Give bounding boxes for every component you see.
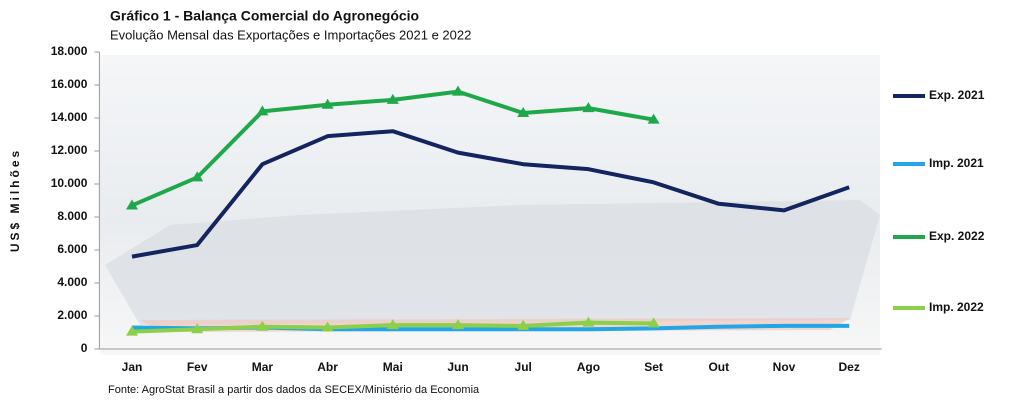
- x-tick-label: Jun: [447, 360, 468, 374]
- series-marker: [386, 93, 399, 104]
- y-tick-label: 10.000: [51, 176, 88, 190]
- series-marker: [582, 316, 595, 327]
- series-marker: [191, 171, 204, 182]
- y-tick-label: 12.000: [51, 143, 88, 157]
- series-marker: [647, 113, 660, 124]
- series-marker: [256, 320, 269, 331]
- series-marker: [126, 199, 138, 210]
- chart-subtitle: Evolução Mensal das Exportações e Import…: [110, 27, 471, 42]
- x-tick-label: Jan: [122, 360, 143, 374]
- y-tick-label: 18.000: [51, 44, 88, 58]
- series-marker: [256, 105, 269, 116]
- x-tick-label: Ago: [577, 360, 600, 374]
- series-marker: [321, 321, 334, 332]
- y-tick-label: 8.000: [57, 209, 87, 223]
- series-marker: [517, 319, 530, 330]
- chart-title: Gráfico 1 - Balança Comercial do Agroneg…: [110, 8, 419, 24]
- y-tick-label: 6.000: [57, 242, 87, 256]
- series-marker: [321, 98, 334, 109]
- legend-label: Imp. 2021: [929, 156, 984, 170]
- y-tick-label: 14.000: [51, 110, 88, 124]
- y-tick-label: 4.000: [57, 275, 87, 289]
- legend-label: Imp. 2022: [929, 300, 984, 314]
- series-marker: [452, 319, 464, 330]
- series-marker: [517, 107, 530, 118]
- series-marker: [126, 325, 138, 336]
- y-axis-label: US$ Milhões: [8, 148, 22, 252]
- source-note: Fonte: AgroStat Brasil a partir dos dado…: [108, 384, 480, 396]
- y-tick-label: 0: [81, 341, 88, 355]
- x-tick-label: Fev: [187, 360, 208, 374]
- x-tick-label: Abr: [317, 360, 338, 374]
- x-tick-label: Nov: [773, 360, 796, 374]
- series-marker: [191, 323, 204, 334]
- series-marker: [386, 319, 399, 330]
- y-tick-label: 16.000: [51, 77, 88, 91]
- x-tick-label: Mai: [383, 360, 403, 374]
- series-marker: [647, 317, 660, 328]
- series-marker: [452, 85, 464, 96]
- x-tick-label: Mar: [252, 360, 274, 374]
- y-tick-label: 2.000: [57, 308, 87, 322]
- legend-label: Exp. 2021: [929, 88, 985, 102]
- series-line: [131, 129, 850, 259]
- x-tick-label: Jul: [515, 360, 532, 374]
- x-tick-label: Out: [708, 360, 729, 374]
- legend-label: Exp. 2022: [929, 229, 985, 243]
- x-tick-label: Dez: [839, 360, 860, 374]
- x-tick-label: Set: [644, 360, 663, 374]
- series-marker: [582, 102, 595, 113]
- ship-silhouette: [105, 200, 880, 325]
